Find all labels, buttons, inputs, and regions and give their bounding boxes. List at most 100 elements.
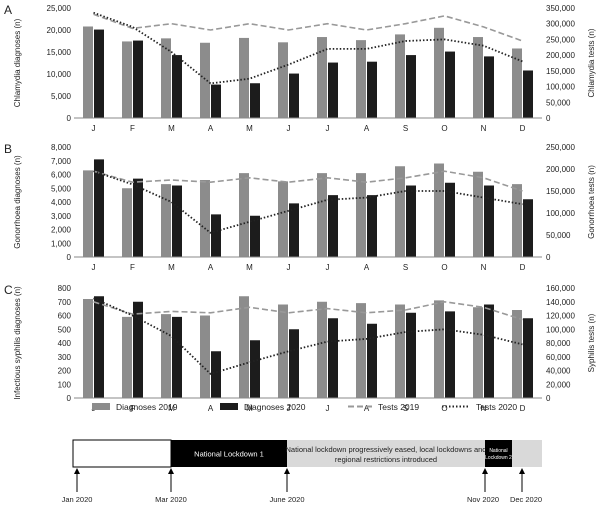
- panel-c-bar-diagnoses-2019: [317, 301, 327, 398]
- panel-a-bar-diagnoses-2019: [239, 37, 249, 118]
- legend: Diagnoses 2019 Diagnoses 2020 Tests 2019…: [92, 402, 517, 412]
- panel-a-bar-diagnoses-2020: [406, 55, 416, 118]
- panel-a-x-tick: N: [481, 124, 487, 133]
- panel-c-bar-diagnoses-2019: [239, 296, 249, 398]
- panel-c-right-tick: 20,000: [546, 380, 571, 389]
- panel-c-right-tick: 140,000: [546, 298, 575, 307]
- panel-a-left-tick: 25,000: [47, 4, 72, 13]
- panel-a-right-tick: 300,000: [546, 20, 575, 29]
- timeline-arrowhead-nov-2020: [482, 468, 488, 474]
- panel-c-bar-diagnoses-2019: [200, 315, 210, 398]
- panel-c-x-tick: S: [403, 404, 408, 413]
- panel-b-left-tick: 4,000: [51, 198, 72, 207]
- panel-c-bar-diagnoses-2020: [250, 340, 260, 398]
- panel-b-bar-diagnoses-2020: [172, 185, 182, 257]
- panel-b-bar-diagnoses-2019: [395, 166, 405, 257]
- panel-a-bar-diagnoses-2019: [356, 40, 366, 119]
- timeline-marker-jan-2020: Jan 2020: [62, 495, 93, 504]
- panel-a-bar-diagnoses-2019: [317, 37, 327, 118]
- panel-c-x-tick: J: [326, 404, 330, 413]
- panel-b-right-tick: 250,000: [546, 143, 575, 152]
- panel-a-y2-axis-title: Chlamydia tests (n): [587, 28, 596, 97]
- lockdown-timeline: National Lockdown 1 National lockdown pr…: [62, 439, 542, 504]
- panel-b-left-tick: 0: [67, 253, 72, 262]
- panel-c-right-tick: 80,000: [546, 339, 571, 348]
- panel-b-x-tick: M: [246, 263, 253, 272]
- panel-a-right-tick: 150,000: [546, 67, 575, 76]
- panel-b-x-tick: O: [441, 263, 447, 272]
- timeline-marker-nov-2020: Nov 2020: [467, 495, 499, 504]
- timeline-segment-national-lockdown-2: [485, 440, 512, 467]
- panel-a-line-tests-2020: [93, 11, 523, 85]
- panel-a-x-tick: F: [130, 124, 135, 133]
- panel-a-bar-diagnoses-2020: [289, 73, 299, 118]
- panel-b-x-tick: A: [208, 263, 214, 272]
- panel-a: A 0 5,000 10,000 15,000 20,000 25,000 0 50,000 10…: [4, 3, 596, 133]
- panel-c-x-tick: M: [246, 404, 253, 413]
- legend-swatch-diagnoses-2020: [220, 403, 238, 410]
- panel-c-y-axis-title: Infectious syphilis diagnoses (n): [13, 286, 22, 400]
- timeline-label-eased-restrictions-line2: regional restrictions introduced: [335, 455, 437, 464]
- panel-b-bar-diagnoses-2020: [289, 203, 299, 257]
- panel-b-bar-diagnoses-2019: [122, 188, 132, 257]
- panel-a-x-tick: J: [287, 124, 291, 133]
- panel-c-bar-diagnoses-2020: [484, 304, 494, 398]
- panel-b-left-tick: 8,000: [51, 143, 72, 152]
- panel-a-bar-diagnoses-2020: [367, 61, 377, 118]
- panel-a-right-tick: 350,000: [546, 4, 575, 13]
- panel-b-left-tick: 5,000: [51, 184, 72, 193]
- panel-c-bar-diagnoses-2019: [512, 310, 522, 398]
- panel-c-bar-diagnoses-2020: [289, 329, 299, 398]
- panel-b-right-tick: 150,000: [546, 187, 575, 196]
- panel-c-bar-diagnoses-2020: [172, 316, 182, 398]
- panel-a-bar-diagnoses-2019: [122, 41, 132, 118]
- panel-c-left-tick: 800: [58, 284, 72, 293]
- legend-label-tests-2019: Tests 2019: [378, 402, 419, 412]
- panel-a-bar-diagnoses-2020: [445, 51, 455, 119]
- panel-b-bar-diagnoses-2019: [239, 173, 249, 257]
- panel-b-bar-diagnoses-2019: [356, 173, 366, 257]
- panel-b-bar-diagnoses-2020: [523, 199, 533, 257]
- panel-b-x-tick: M: [168, 263, 175, 272]
- panel-a-right-tick: 200,000: [546, 51, 575, 60]
- panel-c-bar-diagnoses-2020: [94, 296, 104, 398]
- panel-c-left-tick: 400: [58, 339, 72, 348]
- panel-c-line-tests-2020: [93, 297, 523, 375]
- panel-a-x-tick: A: [208, 124, 214, 133]
- panel-a-left-tick: 0: [67, 114, 72, 123]
- timeline-arrowhead-june-2020: [284, 468, 290, 474]
- panel-c-x-tick: A: [364, 404, 370, 413]
- panel-a-bar-diagnoses-2020: [94, 29, 104, 119]
- legend-swatch-diagnoses-2019: [92, 403, 110, 410]
- panel-b-x-tick: N: [481, 263, 487, 272]
- panel-b-y-axis-title: Gonorrhoea diagnoses (n): [13, 155, 22, 249]
- panel-a-bar-diagnoses-2020: [211, 84, 221, 118]
- panel-c-left-tick: 700: [58, 298, 72, 307]
- panel-b-bar-diagnoses-2020: [367, 195, 377, 257]
- panel-a-line-tests-2019: [93, 13, 523, 42]
- panel-c-bar-diagnoses-2020: [406, 312, 416, 398]
- panel-c-bar-diagnoses-2020: [445, 311, 455, 398]
- timeline-label-national-lockdown-1: National Lockdown 1: [194, 450, 264, 459]
- panel-b-y2-axis-title: Gonorrhoea tests (n): [587, 165, 596, 239]
- panel-b-x-tick: F: [130, 263, 135, 272]
- panel-a-x-tick: J: [326, 124, 330, 133]
- panel-a-x-tick: M: [168, 124, 175, 133]
- panel-b-left-tick: 6,000: [51, 171, 72, 180]
- timeline-arrowhead-mar-2020: [168, 468, 174, 474]
- panel-b-bar-diagnoses-2020: [133, 178, 143, 257]
- panel-c-bar-diagnoses-2020: [328, 318, 338, 398]
- panel-b-left-tick: 7,000: [51, 157, 72, 166]
- panel-c-left-tick: 0: [67, 394, 72, 403]
- panel-b-label: B: [4, 142, 12, 156]
- panel-c-right-tick: 160,000: [546, 284, 575, 293]
- panel-b-x-tick: J: [326, 263, 330, 272]
- legend-label-diagnoses-2019: Diagnoses 2019: [116, 402, 178, 412]
- panel-b-bar-diagnoses-2019: [473, 171, 483, 257]
- panel-a-bar-diagnoses-2020: [250, 83, 260, 118]
- timeline-label-eased-restrictions-line1: National lockdown progressively eased, l…: [286, 445, 487, 454]
- panel-a-x-tick: S: [403, 124, 408, 133]
- panel-c-bar-diagnoses-2019: [473, 307, 483, 398]
- panel-a-bar-diagnoses-2020: [484, 56, 494, 118]
